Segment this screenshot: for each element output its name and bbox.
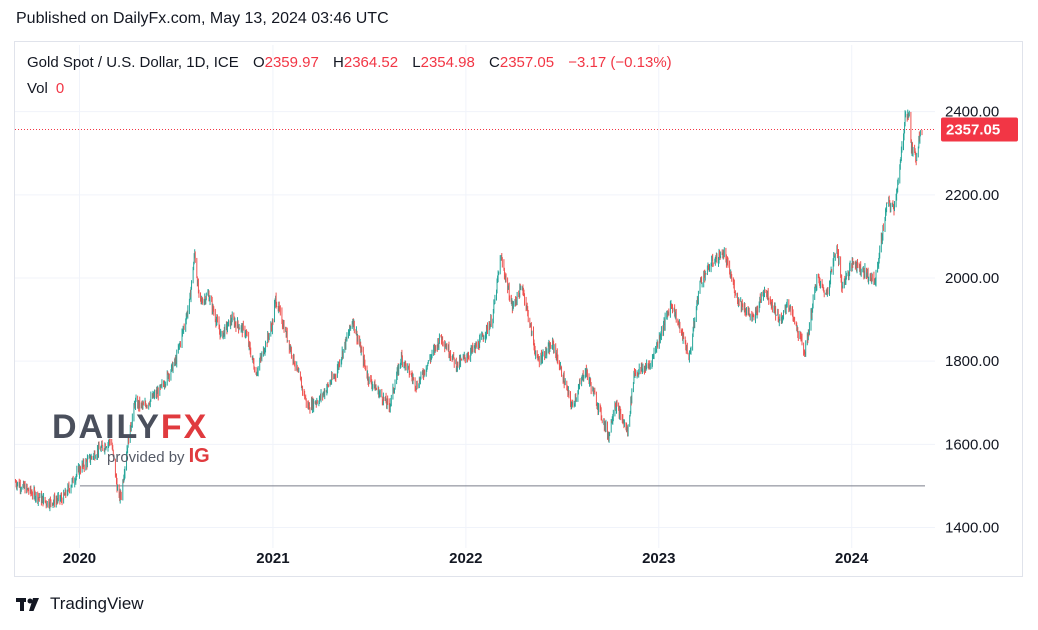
high-value: 2364.52 (343, 54, 399, 71)
low-label: L (412, 54, 421, 71)
x-tick-label: 2022 (449, 550, 482, 567)
provided-by-ig: provided by IG (107, 445, 210, 467)
volume-label: Vol (27, 80, 48, 97)
candles (15, 109, 923, 512)
y-tick-label: 2400.00 (945, 104, 999, 121)
y-tick-label: 1400.00 (945, 520, 999, 537)
grid (15, 45, 935, 548)
x-tick-label: 2021 (256, 550, 289, 567)
y-axis: 1400.00 1600.00 1800.00 2000.00 2200.00 2400.… (945, 104, 999, 537)
open-label: O (252, 54, 265, 71)
change-value: −3.17 (−0.13%) (568, 54, 672, 71)
chart-frame (14, 41, 1023, 577)
y-tick-label: 1800.00 (945, 353, 999, 370)
symbol-label: Gold Spot / U.S. Dollar, 1D, ICE (27, 54, 239, 71)
y-tick-label: 2000.00 (945, 270, 999, 287)
ohlc-legend[interactable]: Gold Spot / U.S. Dollar, 1D, ICE O2359.9… (27, 54, 672, 71)
high-label: H (333, 54, 344, 71)
close-value: 2357.05 (499, 54, 555, 71)
tradingview-label: TradingView (50, 594, 144, 613)
x-tick-label: 2023 (642, 550, 675, 567)
svg-text:2357.05: 2357.05 (946, 121, 1000, 138)
x-axis: 2020 2021 2022 2023 2024 (63, 550, 869, 567)
x-tick-label: 2020 (63, 550, 96, 567)
dailyfx-logo: DAILYFX (52, 408, 209, 446)
tradingview-brand[interactable]: TradingView (16, 594, 144, 614)
low-value: 2354.98 (420, 54, 475, 71)
volume-value: 0 (55, 80, 65, 97)
x-tick-label: 2024 (835, 550, 869, 567)
volume-legend[interactable]: Vol 0 (27, 80, 64, 97)
dailyfx-watermark: DAILYFX provided by IG (52, 408, 210, 468)
y-tick-label: 2200.00 (945, 187, 999, 204)
last-price-label: 2357.05 (941, 117, 1018, 142)
close-label: C (489, 54, 500, 71)
open-value: 2359.97 (264, 54, 319, 71)
published-label: Published on DailyFx.com, May 13, 2024 0… (16, 10, 389, 27)
tradingview-logo-icon (16, 596, 44, 612)
y-tick-label: 1600.00 (945, 436, 999, 453)
